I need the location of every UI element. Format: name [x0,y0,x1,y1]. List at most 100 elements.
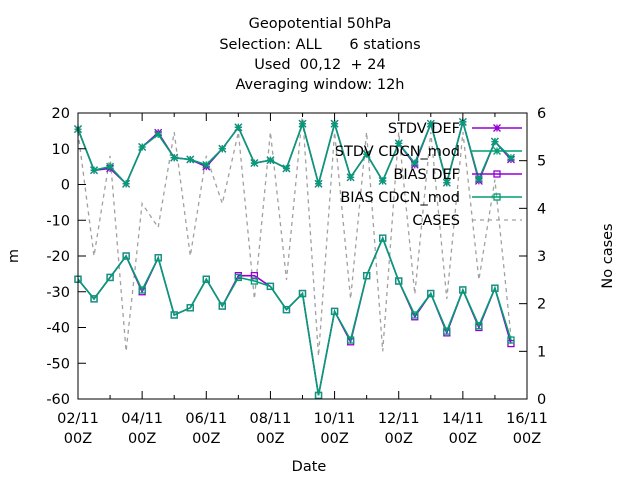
y2-axis-label: No cases [600,223,616,288]
x-tick-label: 12/11 [378,411,420,427]
x-axis-label: Date [292,459,327,475]
data-point-bias-cdcn-mod [154,254,162,262]
data-point-stdv-cdcn-mod [266,156,275,165]
y-axis-label: m [6,249,22,263]
data-point-stdv-cdcn-mod [282,164,291,173]
legend-marker [493,124,501,132]
series-line-cases [77,112,512,357]
axes: 20100-10-20-30-40-50-60654321002/1100Z04… [46,106,548,447]
legend-label: STDV CDCN_mod [335,144,460,160]
x-tick-label-time: 00Z [64,431,92,447]
data-point-bias-cdcn-mod [443,327,451,335]
x-tick-label-time: 00Z [192,431,220,447]
legend-item-bias-def: BIAS DEF [393,167,522,183]
series-line-bias-def [77,235,512,396]
data-point-bias-cdcn-mod [346,336,355,344]
x-tick-label-time: 00Z [385,431,413,447]
legend-label: CASES [412,213,460,229]
data-point-stdv-cdcn-mod [474,175,483,184]
series-bias-def [74,234,515,400]
series-bias-cdcn-mod [74,234,515,400]
data-point-bias-cdcn-mod [411,311,419,319]
data-point-stdv-cdcn-mod [234,123,243,132]
data-point-bias-cdcn-mod [138,286,146,294]
data-point-stdv-cdcn-mod [122,179,131,188]
data-point-bias-cdcn-mod [282,305,291,314]
data-point-bias-cdcn-mod [379,234,387,242]
data-point-stdv-cdcn-mod [170,153,179,162]
y2-tick-label: 3 [537,249,546,265]
data-point-stdv-cdcn-mod [490,137,499,146]
data-point-bias-cdcn-mod [314,391,323,400]
y2-tick-label: 1 [537,344,546,360]
y-tick-label: -30 [46,285,70,301]
data-point-bias-cdcn-mod [266,282,275,291]
y-tick-label: -60 [46,392,70,408]
legend-label: STDV DEF [388,121,460,137]
data-point-bias-cdcn-mod [362,272,371,280]
data-point-stdv-cdcn-mod [106,162,115,171]
x-tick-label-time: 00Z [256,431,284,447]
data-point-bias-cdcn-mod [170,311,178,319]
y2-tick-label: 4 [537,201,546,217]
legend-label: BIAS DEF [393,167,460,183]
x-tick-label: 06/11 [185,411,227,427]
data-point-stdv-cdcn-mod [507,153,515,162]
data-point-stdv-cdcn-mod [250,159,259,168]
data-point-stdv-cdcn-mod [186,155,195,164]
y-tick-label: 0 [61,178,70,194]
data-point-bias-cdcn-mod [202,275,210,283]
legend-item-stdv-cdcn-mod: STDV CDCN_mod [335,144,522,160]
title-line-3: Used 00,12 + 24 [254,57,386,73]
title-line-2: Selection: ALL 6 stations [219,37,421,53]
data-point-bias-cdcn-mod [106,273,114,282]
x-tick-label: 02/11 [57,411,99,427]
x-tick-label: 08/11 [250,411,292,427]
data-point-bias-cdcn-mod [395,277,403,285]
x-tick-label-time: 00Z [449,431,477,447]
legend-marker [493,147,501,155]
legend-label: BIAS CDCN_mod [340,190,460,206]
y-tick-label: 20 [52,106,70,122]
data-point-stdv-cdcn-mod [218,144,227,153]
y-tick-label: -20 [46,249,70,265]
y-tick-label: -40 [46,321,70,337]
data-point-stdv-cdcn-mod [458,117,467,126]
data-point-stdv-cdcn-mod [298,119,307,128]
series-cases [77,112,512,357]
series-line-bias-cdcn-mod [77,235,512,396]
y2-tick-label: 6 [537,106,546,122]
data-point-bias-cdcn-mod [330,307,339,316]
data-point-bias-cdcn-mod [475,322,483,330]
data-point-stdv-cdcn-mod [362,150,371,159]
data-point-stdv-cdcn-mod [346,173,355,182]
y-tick-label: -10 [46,213,70,229]
title-line-1: Geopotential 50hPa [248,16,392,32]
data-point-bias-cdcn-mod [459,286,467,294]
legend-marker [493,170,501,178]
legend-marker [493,193,501,201]
series-line-stdv-cdcn-mod [77,118,512,187]
data-point-bias-cdcn-mod [250,277,259,285]
data-point-bias-cdcn-mod [218,302,226,310]
data-point-stdv-cdcn-mod [410,159,419,168]
data-point-stdv-cdcn-mod [138,143,147,151]
legend-item-stdv-def: STDV DEF [388,121,522,137]
legend-item-cases: CASES [412,213,522,229]
title-line-4: Averaging window: 12h [235,77,405,93]
data-point-bias-cdcn-mod [427,289,435,298]
data-point-bias-cdcn-mod [298,289,307,298]
x-tick-label-time: 00Z [320,431,348,447]
data-point-bias-cdcn-mod [186,304,194,312]
y2-tick-label: 2 [537,297,546,313]
data-point-stdv-cdcn-mod [314,179,323,188]
y-tick-label: 10 [52,142,70,158]
data-point-bias-cdcn-mod [507,336,515,344]
data-point-stdv-cdcn-mod [154,130,163,139]
x-tick-label: 16/11 [506,411,548,427]
legend-item-bias-cdcn-mod: BIAS CDCN_mod [340,190,522,206]
legend: STDV DEF STDV CDCN_mod BIAS DEF BIAS CDCN_m… [335,121,522,229]
data-point-stdv-cdcn-mod [202,160,211,169]
x-tick-label: 14/11 [442,411,484,427]
